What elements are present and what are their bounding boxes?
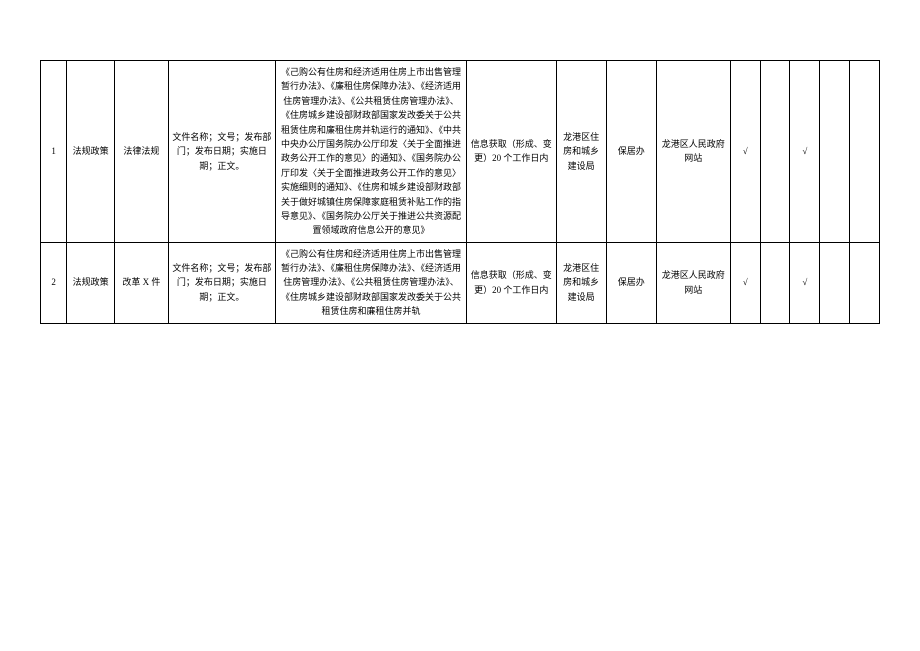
category-cell: 法规政策 <box>67 61 115 243</box>
mark-3-cell: √ <box>790 61 820 243</box>
policy-table: 1法规政策法律法规文件名称；文号；发布部门；发布日期；实施日期；正文。《己购公有… <box>40 60 880 324</box>
mark-2-cell <box>760 242 790 323</box>
unit-cell: 龙港区住房和城乡建设局 <box>556 61 606 243</box>
row-index: 2 <box>41 242 67 323</box>
timing-cell: 信息获取（形成、变更）20 个工作日内 <box>467 242 557 323</box>
mark-1-cell: √ <box>730 242 760 323</box>
basis-cell: 《己购公有住房和经济适用住房上市出售管理暂行办法》、《廉租住房保障办法》、《经济… <box>276 61 467 243</box>
channel-cell: 龙港区人民政府网站 <box>656 242 730 323</box>
mark-5-cell <box>850 61 880 243</box>
type-cell: 改革 X 件 <box>114 242 168 323</box>
mark-2-cell <box>760 61 790 243</box>
basis-cell: 《己购公有住房和经济适用住房上市出售管理暂行办法》、《廉租住房保障办法》、《经济… <box>276 242 467 323</box>
mark-5-cell <box>850 242 880 323</box>
mark-1-cell: √ <box>730 61 760 243</box>
timing-cell: 信息获取（形成、变更）20 个工作日内 <box>467 61 557 243</box>
row-index: 1 <box>41 61 67 243</box>
mark-4-cell <box>820 61 850 243</box>
channel-cell: 龙港区人民政府网站 <box>656 61 730 243</box>
mark-3-cell: √ <box>790 242 820 323</box>
table-row: 1法规政策法律法规文件名称；文号；发布部门；发布日期；实施日期；正文。《己购公有… <box>41 61 880 243</box>
table-row: 2法规政策改革 X 件文件名称；文号；发布部门；发布日期；实施日期；正文。《己购… <box>41 242 880 323</box>
unit-cell: 龙港区住房和城乡建设局 <box>556 242 606 323</box>
type-cell: 法律法规 <box>114 61 168 243</box>
responsible-cell: 保居办 <box>606 242 656 323</box>
category-cell: 法规政策 <box>67 242 115 323</box>
file-info-cell: 文件名称；文号；发布部门；发布日期；实施日期；正文。 <box>168 61 275 243</box>
responsible-cell: 保居办 <box>606 61 656 243</box>
mark-4-cell <box>820 242 850 323</box>
file-info-cell: 文件名称；文号；发布部门；发布日期；实施日期；正文。 <box>168 242 275 323</box>
